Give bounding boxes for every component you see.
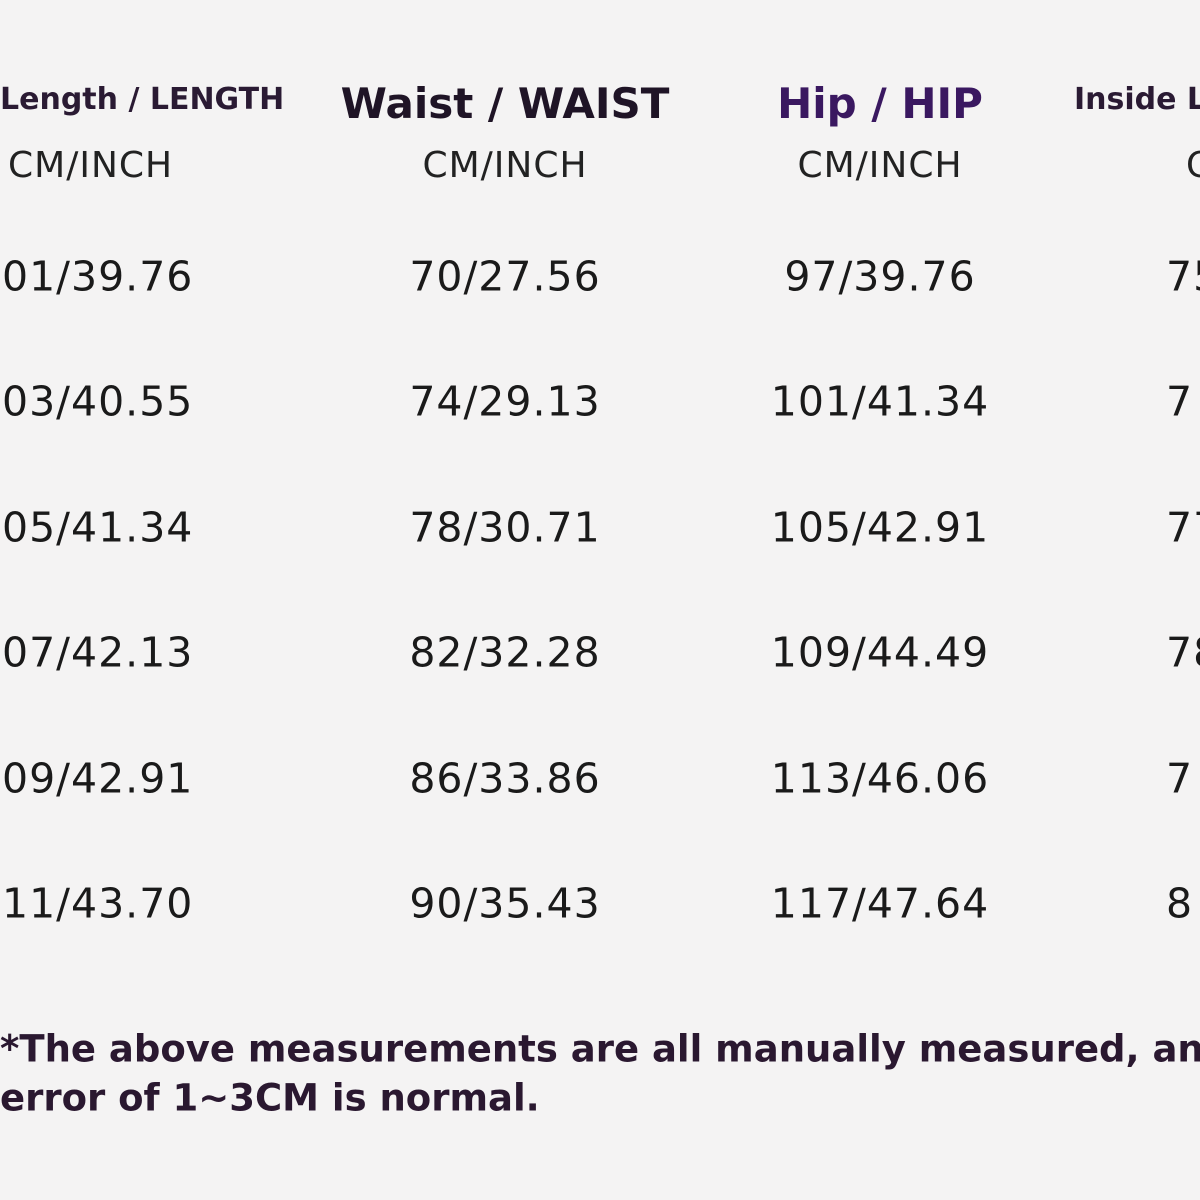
cell: 78/30.71 xyxy=(409,503,601,552)
cell: 70/27.56 xyxy=(409,252,601,301)
footnote: error of 1~3CM is normal. xyxy=(0,1076,540,1120)
cell: 101/41.34 xyxy=(770,377,990,426)
cell: 97/39.76 xyxy=(784,252,976,301)
unit-header: CM/INCH xyxy=(8,145,174,186)
cell: 77 xyxy=(1166,503,1200,552)
cell: 8 xyxy=(1166,879,1194,928)
cell: 7 xyxy=(1166,377,1194,426)
unit-header: C xyxy=(1186,145,1200,186)
column-header: Waist / WAIST xyxy=(340,79,670,128)
cell: 90/35.43 xyxy=(409,879,601,928)
cell: 109/44.49 xyxy=(770,628,990,677)
cell: 01/39.76 xyxy=(2,252,194,301)
column-header: Inside L xyxy=(1074,82,1200,117)
cell: 113/46.06 xyxy=(770,754,990,803)
cell: 75 xyxy=(1166,252,1200,301)
cell: 117/47.64 xyxy=(770,879,990,928)
cell: 03/40.55 xyxy=(2,377,194,426)
column-header: Hip / HIP xyxy=(777,79,983,128)
cell: 105/42.91 xyxy=(770,503,990,552)
cell: 86/33.86 xyxy=(409,754,601,803)
footnote: *The above measurements are all manually… xyxy=(0,1027,1200,1071)
cell: 11/43.70 xyxy=(2,879,194,928)
cell: 7 xyxy=(1166,754,1194,803)
cell: 78 xyxy=(1166,628,1200,677)
unit-header: CM/INCH xyxy=(797,145,963,186)
cell: 05/41.34 xyxy=(2,503,194,552)
cell: 09/42.91 xyxy=(2,754,194,803)
column-header: Length / LENGTH xyxy=(0,82,285,117)
cell: 74/29.13 xyxy=(409,377,601,426)
unit-header: CM/INCH xyxy=(422,145,588,186)
cell: 82/32.28 xyxy=(409,628,601,677)
cell: 07/42.13 xyxy=(2,628,194,677)
